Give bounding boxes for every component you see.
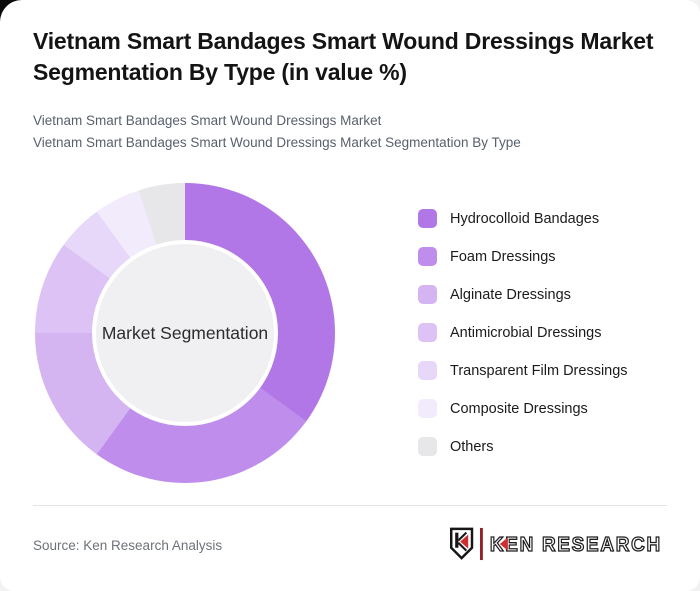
- legend-item-alginate-dressings[interactable]: Alginate Dressings: [418, 285, 628, 304]
- donut-chart[interactable]: Market Segmentation: [35, 183, 335, 483]
- legend-label: Alginate Dressings: [450, 286, 571, 303]
- legend-swatch: [418, 209, 437, 228]
- legend-item-foam-dressings[interactable]: Foam Dressings: [418, 247, 628, 266]
- legend-swatch: [418, 399, 437, 418]
- legend-swatch: [418, 361, 437, 380]
- ken-research-logo: KEN RESEARCH: [449, 527, 662, 561]
- legend-label: Transparent Film Dressings: [450, 362, 628, 379]
- legend-label: Hydrocolloid Bandages: [450, 210, 600, 227]
- legend-swatch: [418, 437, 437, 456]
- legend-label: Composite Dressings: [450, 400, 588, 417]
- logo-wordmark: KEN RESEARCH: [490, 533, 662, 556]
- legend-item-others[interactable]: Others: [418, 437, 628, 456]
- page-title: Vietnam Smart Bandages Smart Wound Dress…: [33, 28, 654, 85]
- legend-swatch: [418, 285, 437, 304]
- logo-k-triangle-icon: [499, 537, 508, 551]
- logo-divider-bar: [480, 527, 483, 561]
- legend-label: Foam Dressings: [450, 248, 556, 265]
- legend-item-hydrocolloid-bandages[interactable]: Hydrocolloid Bandages: [418, 209, 628, 228]
- legend-item-antimicrobial-dressings[interactable]: Antimicrobial Dressings: [418, 323, 628, 342]
- ken-research-badge-icon: [449, 527, 474, 560]
- legend-swatch: [418, 247, 437, 266]
- legend-label: Others: [450, 438, 494, 455]
- chart-legend: Hydrocolloid Bandages Foam Dressings Alg…: [418, 209, 628, 475]
- chart-subtitle: Vietnam Smart Bandages Smart Wound Dress…: [33, 110, 673, 154]
- footer-divider: [33, 505, 667, 506]
- legend-label: Antimicrobial Dressings: [450, 324, 602, 341]
- legend-item-transparent-film-dressings[interactable]: Transparent Film Dressings: [418, 361, 628, 380]
- donut-center-label: Market Segmentation: [101, 322, 269, 343]
- source-note: Source: Ken Research Analysis: [33, 538, 223, 553]
- subtitle-line-2: Vietnam Smart Bandages Smart Wound Dress…: [33, 135, 521, 150]
- legend-item-composite-dressings[interactable]: Composite Dressings: [418, 399, 628, 418]
- subtitle-line-1: Vietnam Smart Bandages Smart Wound Dress…: [33, 113, 382, 128]
- donut-center-circle: Market Segmentation: [92, 240, 278, 426]
- legend-swatch: [418, 323, 437, 342]
